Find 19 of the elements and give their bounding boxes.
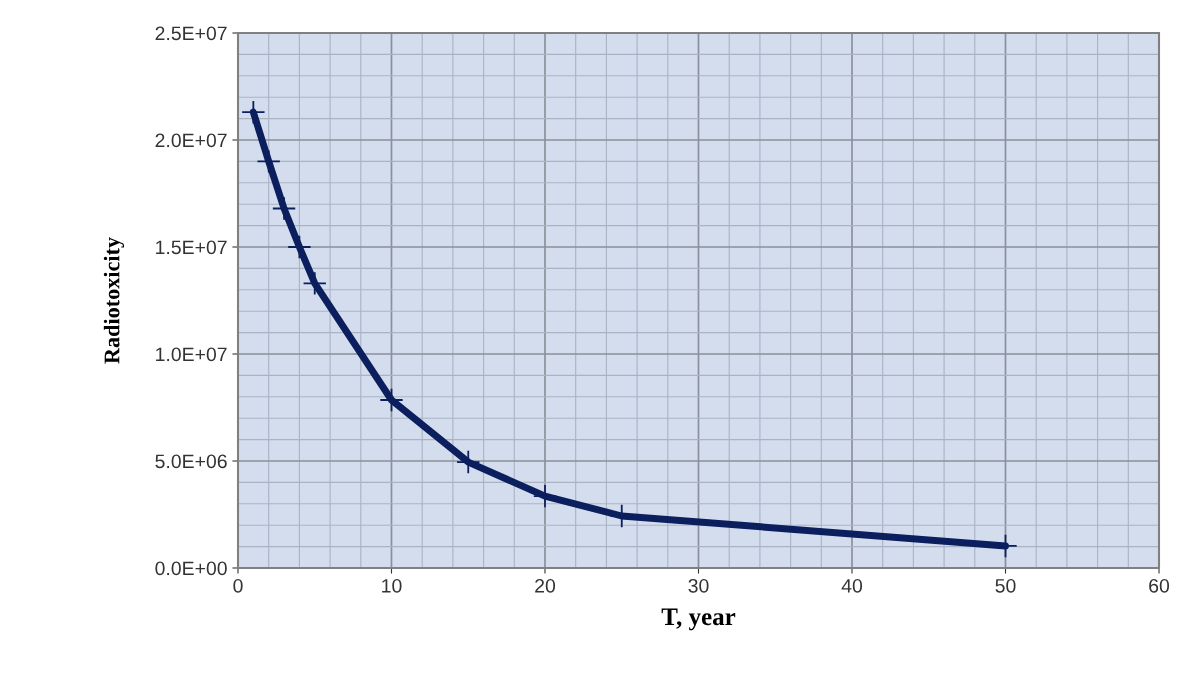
- y-tick-label: 1.5E+07: [156, 240, 227, 255]
- y-tick-label: 2.5E+07: [155, 26, 227, 41]
- point: [303, 272, 326, 295]
- y-tick-label: 1.0E+07: [156, 347, 227, 362]
- x-tick-label: 10: [382, 578, 402, 593]
- x-tick-label: 60: [1149, 578, 1170, 593]
- x-tick-label: 40: [841, 578, 863, 593]
- x-tick-label: 0: [233, 578, 243, 593]
- point: [242, 100, 265, 124]
- x-tick-label: 30: [688, 578, 709, 593]
- x-axis-title: T, year: [661, 608, 736, 631]
- y-tick-label: 5.0E+06: [155, 454, 227, 469]
- y-tick-label: 2.0E+07: [155, 133, 227, 148]
- x-tick-label: 20: [535, 578, 556, 593]
- y-tick-label: 0.0E+00: [155, 561, 227, 576]
- y-axis-title: Radiotoxicity: [103, 237, 125, 364]
- x-tick-label: 50: [995, 578, 1016, 593]
- point: [457, 450, 480, 474]
- point: [533, 484, 557, 508]
